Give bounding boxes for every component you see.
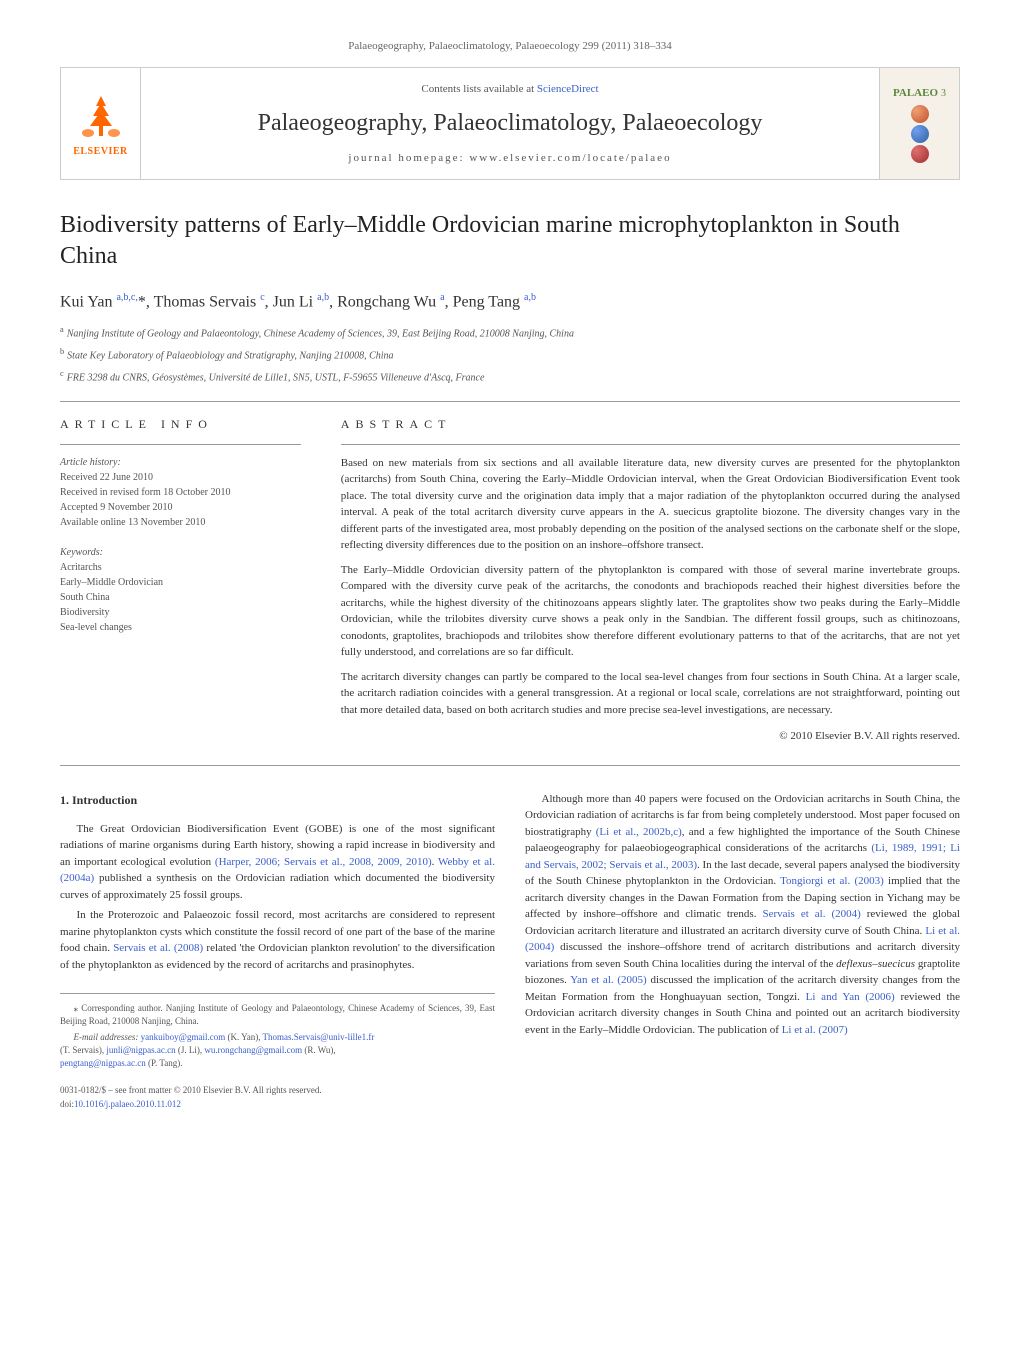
text: (T. Servais), <box>60 1045 106 1055</box>
divider <box>60 401 960 402</box>
abstract: abstract Based on new materials from six… <box>341 417 960 745</box>
email-link[interactable]: pengtang@nigpas.ac.cn <box>60 1058 146 1068</box>
journal-name: Palaeogeography, Palaeoclimatology, Pala… <box>258 110 763 137</box>
citation-link[interactable]: Li et al. (2007) <box>782 1024 848 1036</box>
species-name: deflexus–suecicus <box>836 958 915 970</box>
revised-date: Received in revised form 18 October 2010 <box>60 485 301 500</box>
introduction-heading: 1. Introduction <box>60 791 495 809</box>
palaeo-cover-thumb: PALAEO 3 <box>879 68 959 179</box>
received-date: Received 22 June 2010 <box>60 470 301 485</box>
accepted-date: Accepted 9 November 2010 <box>60 500 301 515</box>
issn-line: 0031-0182/$ – see front matter © 2010 El… <box>60 1084 495 1098</box>
citation-link[interactable]: (Li et al., 2002b,c) <box>596 826 682 838</box>
copyright: © 2010 Elsevier B.V. All rights reserved… <box>341 728 960 745</box>
left-column: 1. Introduction The Great Ordovician Bio… <box>60 791 495 1111</box>
abstract-text: Based on new materials from six sections… <box>341 455 960 745</box>
abstract-header: abstract <box>341 417 960 432</box>
journal-header: ELSEVIER Contents lists available at Sci… <box>60 67 960 180</box>
elsevier-tree-icon <box>76 91 126 141</box>
footer-notes: ⁎ Corresponding author. Nanjing Institut… <box>60 993 495 1069</box>
text: (R. Wu), <box>302 1045 335 1055</box>
doi-prefix: doi: <box>60 1099 74 1109</box>
citation-link[interactable]: Yan et al. (2005) <box>570 974 647 986</box>
email-link[interactable]: yankuiboy@gmail.com <box>141 1032 226 1042</box>
text: published a synthesis on the Ordovician … <box>60 872 495 901</box>
palaeo-label: PALAEO <box>893 87 938 99</box>
header-center: Contents lists available at ScienceDirec… <box>141 68 879 179</box>
article-title: Biodiversity patterns of Early–Middle Or… <box>60 210 960 272</box>
online-date: Available online 13 November 2010 <box>60 515 301 530</box>
globe-icon <box>911 105 929 123</box>
right-column: Although more than 40 papers were focuse… <box>525 791 960 1111</box>
article-info: article info Article history: Received 2… <box>60 417 301 745</box>
citation-link[interactable]: Servais et al. (2008) <box>113 942 203 954</box>
main-content: 1. Introduction The Great Ordovician Bio… <box>60 791 960 1111</box>
abstract-p3: The acritarch diversity changes can part… <box>341 669 960 719</box>
text: (J. Li), <box>176 1045 205 1055</box>
text: (K. Yan), <box>225 1032 262 1042</box>
email-addresses: E-mail addresses: yankuiboy@gmail.com (K… <box>60 1031 495 1069</box>
homepage-line: journal homepage: www.elsevier.com/locat… <box>348 152 671 164</box>
corresponding-author: ⁎ Corresponding author. Nanjing Institut… <box>60 1002 495 1027</box>
globe-icon <box>911 145 929 163</box>
affiliation-a: aNanjing Institute of Geology and Palaeo… <box>60 324 960 341</box>
article-history: Article history: Received 22 June 2010 R… <box>60 455 301 530</box>
abstract-p1: Based on new materials from six sections… <box>341 455 960 554</box>
elsevier-label: ELSEVIER <box>73 146 128 157</box>
keywords-label: Keywords: <box>60 545 301 560</box>
authors: Kui Yan a,b,c,*, Thomas Servais c, Jun L… <box>60 292 960 311</box>
divider <box>60 765 960 766</box>
keyword: Acritarchs <box>60 560 301 575</box>
intro-paragraph: Although more than 40 papers were focuse… <box>525 791 960 1039</box>
info-abstract-row: article info Article history: Received 2… <box>60 417 960 745</box>
affiliation-b: bState Key Laboratory of Palaeobiology a… <box>60 346 960 363</box>
keyword: Biodiversity <box>60 605 301 620</box>
keyword: Sea-level changes <box>60 620 301 635</box>
doi-link[interactable]: 10.1016/j.palaeo.2010.11.012 <box>74 1099 181 1109</box>
globe-icon <box>911 125 929 143</box>
citation-link[interactable]: Li and Yan (2006) <box>806 991 895 1003</box>
email-link[interactable]: junli@nigpas.ac.cn <box>106 1045 175 1055</box>
keyword: Early–Middle Ordovician <box>60 575 301 590</box>
intro-paragraph: The Great Ordovician Biodiversification … <box>60 821 495 904</box>
elsevier-logo: ELSEVIER <box>61 68 141 179</box>
affiliation-c: cFRE 3298 du CNRS, Géosystèmes, Universi… <box>60 368 960 385</box>
sciencedirect-link[interactable]: ScienceDirect <box>537 83 599 95</box>
doi-block: 0031-0182/$ – see front matter © 2010 El… <box>60 1084 495 1111</box>
palaeo-globes <box>911 105 929 163</box>
keyword: South China <box>60 590 301 605</box>
article-info-header: article info <box>60 417 301 432</box>
abstract-p2: The Early–Middle Ordovician diversity pa… <box>341 562 960 661</box>
journal-reference: Palaeogeography, Palaeoclimatology, Pala… <box>60 40 960 52</box>
email-link[interactable]: wu.rongchang@gmail.com <box>204 1045 302 1055</box>
email-link[interactable]: Thomas.Servais@univ-lille1.fr <box>263 1032 375 1042</box>
divider <box>60 444 301 445</box>
history-label: Article history: <box>60 455 301 470</box>
email-label: E-mail addresses: <box>74 1032 141 1042</box>
contents-line: Contents lists available at ScienceDirec… <box>421 83 598 95</box>
citation-link[interactable]: Servais et al. (2004) <box>762 908 860 920</box>
text: (P. Tang). <box>146 1058 183 1068</box>
contents-prefix: Contents lists available at <box>421 83 536 95</box>
citation-link[interactable]: Tongiorgi et al. (2003) <box>780 875 884 887</box>
divider <box>341 444 960 445</box>
palaeo-num: 3 <box>941 88 946 99</box>
keywords: Keywords: Acritarchs Early–Middle Ordovi… <box>60 545 301 635</box>
citation-link[interactable]: (Harper, 2006; Servais et al., 2008, 200… <box>215 856 432 868</box>
intro-paragraph: In the Proterozoic and Palaeozoic fossil… <box>60 907 495 973</box>
